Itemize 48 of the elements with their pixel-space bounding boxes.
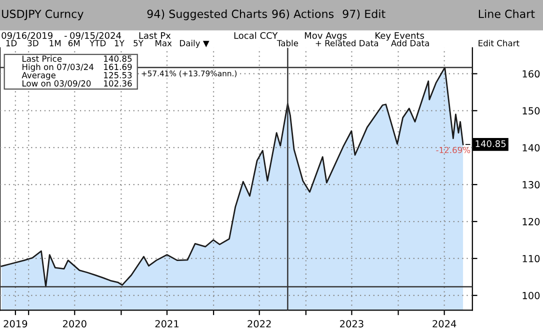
text: 6M [68, 40, 80, 46]
x-tick-label: 2023 [340, 320, 364, 328]
text: - [64, 36, 67, 37]
y-tick-label: 100 [522, 292, 540, 300]
text: Table [276, 40, 298, 46]
y-tick-label: 110 [522, 254, 540, 262]
text: 1Y [114, 40, 124, 46]
x-tick-label: 2019 [4, 320, 28, 328]
annotation: Last Price [22, 55, 62, 62]
annotation: 102.36 [104, 80, 132, 87]
y-tick-label: 130 [522, 181, 540, 188]
annotation: Average [22, 72, 56, 80]
text: 5Y [134, 40, 144, 46]
text: 96) Actions [272, 9, 334, 20]
annotation: 161.69 [104, 64, 132, 70]
text: Add Data [391, 40, 429, 46]
text: 1D [6, 40, 17, 46]
y-tick-label: 160 [522, 70, 540, 78]
text: Last Px [139, 32, 171, 39]
annotation: 140.85 [476, 140, 506, 148]
text: Key Events [376, 32, 424, 41]
text: 94) Suggested Charts [147, 9, 267, 20]
text: Max [156, 40, 172, 46]
y-tick-label: 120 [522, 218, 540, 226]
text: Edit Chart [478, 40, 520, 46]
y-tick-label: 140 [522, 144, 540, 152]
x-tick-label: 2024 [432, 320, 456, 328]
text: 09/15/2024 [70, 32, 122, 40]
chart-title: USDJPY Curncy [2, 10, 84, 20]
text: 3D [28, 40, 38, 46]
x-tick-label: 2021 [155, 320, 178, 328]
x-tick-label: 2020 [62, 320, 86, 328]
annotation: High on 07/03/24 [22, 64, 94, 72]
text: 97) Edit [342, 9, 386, 20]
text: YTD [90, 40, 106, 46]
annotation: 125.53 [104, 72, 132, 78]
annotation: Daily ▼ [180, 40, 210, 48]
text: Line Chart [478, 9, 535, 18]
y-tick-label: 150 [522, 107, 540, 114]
text: 09/16/2019 [2, 32, 52, 40]
text: Mov Avgs [304, 32, 347, 41]
annotation: 140.85 [104, 56, 132, 62]
text: 1M [50, 40, 61, 46]
x-tick-label: 2022 [248, 320, 271, 328]
annotation: -12.69% [436, 146, 470, 154]
text: Local CCY [234, 32, 278, 39]
text: + Related Data [316, 40, 378, 46]
annotation: Low on 03/09/20 [22, 80, 91, 88]
